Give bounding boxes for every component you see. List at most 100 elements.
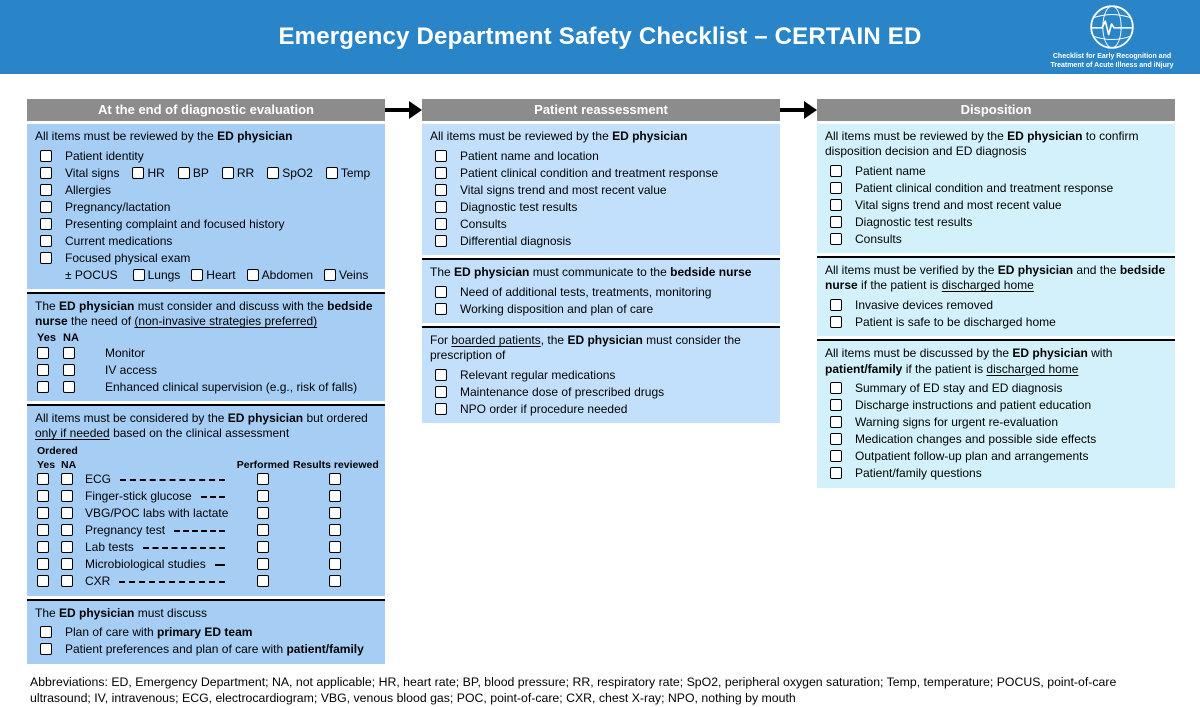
checkbox[interactable]: [325, 166, 338, 179]
checkbox[interactable]: [40, 217, 52, 230]
checkbox[interactable]: [37, 346, 49, 359]
item-label: Working disposition and plan of care: [460, 301, 654, 316]
checkbox[interactable]: [257, 541, 269, 554]
checkbox[interactable]: [329, 473, 341, 486]
section-intro: All items must be reviewed by the ED phy…: [35, 129, 293, 143]
checkbox[interactable]: [61, 473, 73, 486]
checkbox[interactable]: [37, 490, 49, 503]
checkbox[interactable]: [830, 215, 842, 228]
checkbox[interactable]: [257, 473, 269, 486]
checkbox[interactable]: [40, 251, 52, 264]
globe-ecg-logo-icon: [1090, 5, 1134, 49]
checklist-row: Focused physical exam: [35, 249, 377, 266]
checkbox[interactable]: [257, 507, 269, 520]
checkbox[interactable]: [329, 507, 341, 520]
checkbox[interactable]: [324, 268, 337, 281]
item-label: Patient clinical condition and treatment…: [460, 165, 719, 180]
checkbox[interactable]: [435, 200, 447, 213]
checkbox[interactable]: [246, 268, 259, 281]
checklist-row: Vital signs HR BP RR SpO2 Temp: [35, 164, 377, 181]
checkbox[interactable]: [830, 382, 842, 395]
checkbox[interactable]: [61, 490, 73, 503]
checklist-row: Need of additional tests, treatments, mo…: [430, 283, 772, 300]
item-label: Enhanced clinical supervision (e.g., ris…: [105, 379, 358, 394]
checkbox[interactable]: [37, 363, 49, 376]
checkbox[interactable]: [435, 285, 447, 298]
inline-check-group: BP: [177, 166, 209, 180]
page-title: Emergency Department Safety Checklist – …: [278, 23, 922, 50]
test-label: Pregnancy test: [85, 523, 166, 538]
checkbox[interactable]: [830, 450, 842, 463]
checkbox[interactable]: [329, 490, 341, 503]
checkbox[interactable]: [329, 575, 341, 588]
section-intro: The ED physician must consider and discu…: [35, 299, 373, 329]
checkbox[interactable]: [177, 166, 190, 179]
checkbox[interactable]: [40, 183, 52, 196]
checkbox[interactable]: [830, 467, 842, 480]
section-intro: For boarded patients, the ED physician m…: [430, 333, 741, 363]
checkbox[interactable]: [61, 558, 73, 571]
checkbox[interactable]: [435, 166, 447, 179]
checklist-row: Consults: [825, 230, 1167, 247]
checkbox[interactable]: [61, 507, 73, 520]
checklist-section: All items must be reviewed by the ED phy…: [422, 124, 780, 256]
checkbox[interactable]: [132, 268, 145, 281]
checkbox[interactable]: [435, 183, 447, 196]
checkbox[interactable]: [435, 385, 447, 398]
checklist-row: Vital signs trend and most recent value: [825, 196, 1167, 213]
checkbox[interactable]: [40, 643, 52, 656]
checkbox[interactable]: [257, 558, 269, 571]
checkbox[interactable]: [37, 507, 49, 520]
checkbox[interactable]: [435, 402, 447, 415]
checkbox[interactable]: [830, 315, 842, 328]
checkbox[interactable]: [191, 268, 204, 281]
item-label: NPO order if procedure needed: [460, 401, 628, 416]
checkbox[interactable]: [37, 524, 49, 537]
checkbox[interactable]: [63, 346, 75, 359]
checkbox[interactable]: [257, 524, 269, 537]
inline-check-label: HR: [147, 165, 165, 180]
checkbox[interactable]: [830, 164, 842, 177]
checkbox[interactable]: [40, 149, 52, 162]
checkbox[interactable]: [267, 166, 280, 179]
checkbox[interactable]: [61, 541, 73, 554]
checkbox[interactable]: [40, 166, 52, 179]
checkbox[interactable]: [63, 380, 75, 393]
checkbox[interactable]: [830, 298, 842, 311]
checkbox[interactable]: [830, 198, 842, 211]
section-intro: All items must be verified by the ED phy…: [825, 263, 1166, 293]
checkbox[interactable]: [40, 200, 52, 213]
checkbox[interactable]: [37, 380, 49, 393]
checkbox[interactable]: [435, 217, 447, 230]
checkbox[interactable]: [257, 490, 269, 503]
checklist-columns: At the end of diagnostic evaluation All i…: [0, 74, 1200, 664]
checkbox[interactable]: [221, 166, 234, 179]
checkbox[interactable]: [435, 368, 447, 381]
checkbox[interactable]: [37, 558, 49, 571]
checkbox[interactable]: [132, 166, 145, 179]
checkbox[interactable]: [435, 302, 447, 315]
checkbox[interactable]: [37, 575, 49, 588]
checkbox[interactable]: [257, 575, 269, 588]
checkbox[interactable]: [830, 399, 842, 412]
checkbox[interactable]: [435, 149, 447, 162]
checkbox[interactable]: [61, 524, 73, 537]
checkbox[interactable]: [830, 232, 842, 245]
checkbox[interactable]: [329, 541, 341, 554]
checkbox[interactable]: [830, 181, 842, 194]
checkbox[interactable]: [40, 626, 52, 639]
checklist-row: Enhanced clinical supervision (e.g., ris…: [35, 378, 377, 395]
checkbox[interactable]: [830, 416, 842, 429]
checkbox[interactable]: [830, 433, 842, 446]
checkbox[interactable]: [37, 473, 49, 486]
checkbox[interactable]: [40, 234, 52, 247]
checkbox[interactable]: [63, 363, 75, 376]
checkbox[interactable]: [329, 558, 341, 571]
checklist-section: The ED physician must consider and discu…: [27, 292, 385, 402]
checkbox[interactable]: [329, 524, 341, 537]
checkbox[interactable]: [435, 234, 447, 247]
checkbox[interactable]: [61, 575, 73, 588]
checkbox[interactable]: [37, 541, 49, 554]
inline-check-group: HR: [132, 165, 165, 180]
item-label: Patient identity: [65, 148, 144, 163]
